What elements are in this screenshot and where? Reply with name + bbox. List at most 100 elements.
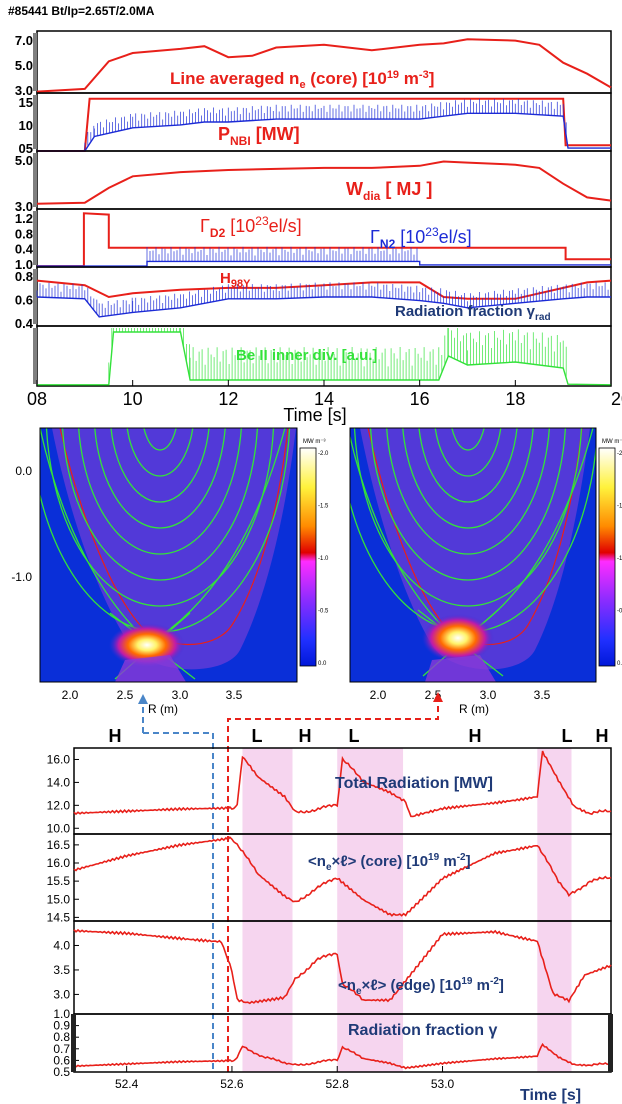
bottom-y-tick: 0.8 [53,1030,70,1044]
connector-blue [143,732,214,1072]
heatmap-right-sol-band [360,428,590,670]
bottom-x-tick: 52.6 [220,1077,244,1091]
top-series-green [37,331,612,386]
left-flux-line [143,428,177,451]
top-x-tick: 10 [123,389,143,409]
top-panel-5: 0.8 0.6 0.4 [15,266,612,331]
top-panel-axis-strip [33,328,37,384]
heatmap-right-divertor [425,655,496,682]
bottom-y-tick: 16.0 [47,856,71,870]
top-y-tick: 0.6 [15,293,33,308]
top-panel-axis-strip [33,33,37,91]
bottom-panel-3: 4.0 3.5 3.0 [53,920,612,1015]
phase-label: H [596,726,609,746]
bottom-y-tick: 3.0 [53,987,70,1001]
colorbar-right-unit: MW m⁻³ [602,439,622,445]
top-y-tick: 1.2 [15,211,33,226]
bottom-y-tick: 1.0 [53,1007,70,1021]
bottom-panel-2: 16.5 16.0 15.5 15.0 14.5 [47,833,612,924]
colorbar-left-unit: MW m⁻³ [303,439,326,445]
right-flux-line [369,428,567,581]
label-radiation-fraction-rad: Radiation fraction γrad [395,303,551,323]
top-y-tick: 15 [19,95,33,110]
heatmap-right-frame [349,427,597,683]
bottom-y-tick: 16.5 [47,838,71,852]
colorbar-right-tick: 0.0 [617,661,622,667]
heatmap-x-tick: 3.0 [172,688,189,702]
label-nel-core: <ne×ℓ> (core) [1019 m-2] [308,852,471,873]
bottom-y-tick: 0.9 [53,1019,70,1033]
top-series-spikes [146,246,418,262]
top-x-tick: 08 [27,389,47,409]
label-pnbi: PNBI [MW] [218,124,300,148]
top-y-tick: 7.0 [15,33,33,48]
bottom-left-strip [71,1014,76,1072]
bottom-y-tick: 0.5 [53,1065,70,1079]
right-flux-line [353,428,583,607]
bottom-y-tick: 0.7 [53,1042,70,1056]
top-y-tick: 1.0 [15,257,33,272]
top-panel-4: 1.20.80.41.0 [15,208,612,272]
top-y-tick: 0.4 [15,242,34,257]
label-gamma-n2: ΓN2 [1023el/s] [370,225,472,251]
bottom-panels: 16.0 14.0 12.0 10.0 16.5 16.0 15.5 15.0 14.5 4.0 3… [47,747,613,1079]
top-series-red [36,160,612,205]
colorbar-left-tick: 0.0 [318,661,327,667]
heatmap-left-frame [39,427,298,683]
bottom-x-tick: 52.4 [115,1077,139,1091]
l-mode-shading [537,748,572,1072]
label-total-radiation: Total Radiation [MW] [335,775,493,792]
bottom-y-tick: 15.5 [47,874,71,888]
colorbar-left-tick: -2.0 [318,451,329,457]
top-xlabel: Time [s] [283,405,346,425]
label-wdia: Wdia [ MJ ] [346,179,432,203]
heatmap-x-tick: 3.5 [534,688,551,702]
bottom-y-tick: 12.0 [47,798,71,812]
phase-label: H [109,726,122,746]
bottom-series-red [73,750,612,818]
colorbars: MW m⁻³ MW m⁻³ [299,439,622,667]
heatmap-left-wall [59,428,289,646]
label-beii: Be II inner div. [a.u.] [236,347,377,364]
heatmap-xlabel: R (m) [148,702,178,716]
label-nel-edge: <ne×ℓ> (edge) [1019 m-2] [338,976,504,997]
bottom-y-tick: 10.0 [47,821,71,835]
top-y-tick: 0.8 [15,226,33,241]
colorbar-right-tick: -0.5 [617,609,622,615]
right-flux-line [434,428,502,477]
bottom-right-strip [608,1014,613,1072]
bottom-series-red [73,1042,612,1070]
top-series-spikes [84,98,567,151]
l-mode-shading [337,748,404,1072]
top-x-tick: 14 [314,389,334,409]
heatmap-x-tick: 3.0 [480,688,497,702]
top-panel-axis-strip [33,95,37,149]
left-flux-line [110,428,210,503]
top-y-tick: 10 [19,118,33,133]
label-radiation-fraction: Radiation fraction γ [348,1022,497,1039]
heatmap-right [349,427,597,683]
top-series-red [36,38,612,93]
heatmap-left-sol-band [52,428,296,670]
bottom-xlabel: Time [s] [520,1087,581,1104]
bottom-y-tick: 0.6 [53,1053,70,1067]
bottom-y-tick: 14.0 [47,775,71,789]
phase-label: H [469,726,482,746]
bottom-y-tick: 3.5 [53,963,70,977]
top-panel-axis-strip [33,211,37,265]
top-panel-axis-strip [33,269,37,324]
heatmap-xlabel: R (m) [459,702,489,716]
heatmap-x-tick: 2.0 [62,688,79,702]
top-y-tick: 0.4 [15,316,34,331]
left-flux-line [61,428,259,581]
phase-label: L [562,726,573,746]
top-y-tick: 05 [19,141,33,156]
colorbar-right-tick: -2.0 [617,451,622,457]
bottom-x-tick: 52.8 [326,1077,350,1091]
bottom-y-tick: 16.0 [47,752,71,766]
label-h98y: H98Y [220,270,251,290]
top-x-tick: 12 [218,389,238,409]
l-mode-shading [242,748,293,1072]
top-panel-3: 5.0 3.0 [15,150,612,214]
top-panel-frame [36,92,612,152]
